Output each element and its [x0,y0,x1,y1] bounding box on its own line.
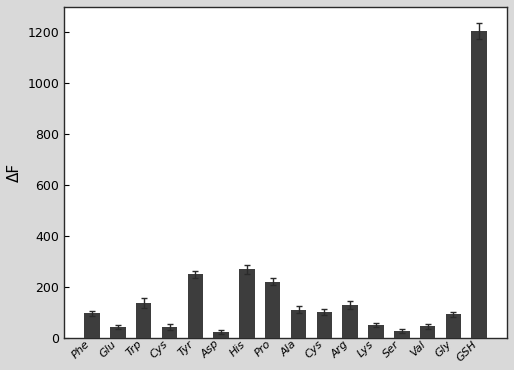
Bar [188,275,203,337]
Bar [368,325,384,337]
Bar [213,333,229,337]
Bar [394,331,410,337]
Bar [265,282,281,337]
Y-axis label: ΔF: ΔF [7,163,22,182]
Bar [162,327,177,337]
Bar [446,314,461,337]
Bar [291,310,306,337]
Bar [471,31,487,337]
Bar [420,326,435,337]
Bar [239,269,254,337]
Bar [110,327,125,337]
Bar [342,305,358,337]
Bar [317,312,332,337]
Bar [136,303,152,337]
Bar [84,313,100,337]
